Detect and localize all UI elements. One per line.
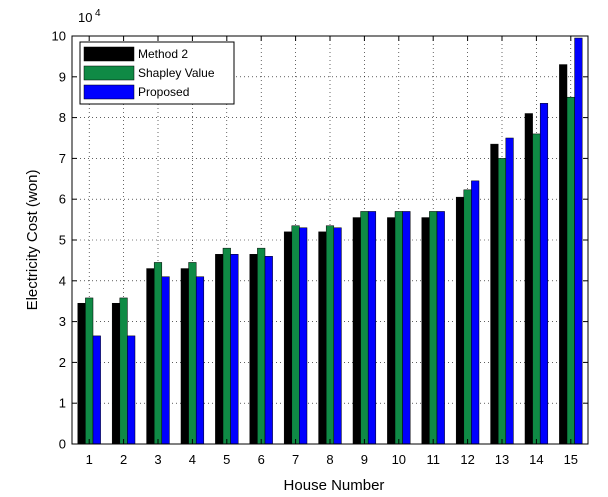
bar-method-2-house-9: [352, 217, 361, 445]
y-axis-title: Electricity Cost (won): [24, 170, 41, 311]
bar-shapley-value-house-3: [153, 262, 163, 445]
legend-label-proposed: Proposed: [138, 85, 189, 99]
bar-shapley-value-house-1: [85, 297, 94, 445]
bar-method-2-house-11: [421, 217, 430, 445]
x-tick-label: 13: [495, 452, 509, 467]
bar-proposed-house-14: [539, 103, 549, 445]
bar-proposed-house-2: [127, 335, 136, 445]
bar-method-2-house-8: [318, 231, 327, 445]
bar-proposed-house-15: [574, 37, 583, 445]
y-exponent: 10 4: [78, 8, 101, 25]
bar-method-2-house-14: [524, 113, 533, 445]
legend: Method 2 Shapley Value Proposed: [79, 41, 235, 105]
tick-marks: [72, 35, 588, 445]
bar-proposed-house-6: [264, 256, 273, 445]
x-tick-label: 3: [154, 452, 161, 467]
y-tick-label: 1: [59, 396, 66, 411]
y-tick-labels: 0 1 2 3 4 5 6 7 8 9 10: [52, 29, 66, 452]
bar-proposed-house-4: [195, 276, 205, 445]
bar-method-2-house-1: [77, 302, 86, 445]
bar-proposed-house-8: [333, 227, 342, 445]
bar-shapley-value-house-6: [257, 247, 266, 445]
x-tick-label: 2: [120, 452, 127, 467]
x-tick-label: 8: [326, 452, 333, 467]
bar-proposed-house-13: [505, 137, 514, 445]
bar-shapley-value-house-9: [360, 211, 369, 445]
bar-method-2-house-13: [490, 143, 499, 445]
bar-proposed-house-1: [92, 335, 101, 445]
x-tick-label: 12: [460, 452, 474, 467]
x-tick-label: 15: [564, 452, 578, 467]
y-tick-label: 5: [59, 233, 66, 248]
bar-proposed-house-11: [436, 211, 445, 445]
bar-shapley-value-house-13: [497, 158, 507, 445]
y-tick-label: 6: [59, 192, 66, 207]
bar-method-2-house-7: [283, 231, 293, 445]
bar-shapley-value-house-8: [325, 225, 335, 445]
bar-shapley-value-house-4: [188, 262, 197, 445]
y-tick-label: 7: [59, 151, 66, 166]
bar-shapley-value-house-2: [119, 297, 128, 445]
x-tick-labels: 1 2 3 4 5 6 7 8 9 10 11 12 13 14 15: [86, 452, 578, 467]
legend-swatch-shapley-value: [83, 65, 135, 81]
bar-shapley-value-house-7: [291, 225, 300, 445]
x-axis-title: House Number: [284, 477, 385, 494]
x-tick-label: 5: [223, 452, 230, 467]
x-tick-label: 9: [361, 452, 368, 467]
bar-proposed-house-3: [161, 276, 170, 445]
bar-shapley-value-house-15: [566, 96, 575, 445]
bar-proposed-house-12: [471, 180, 480, 445]
bar-proposed-house-9: [367, 211, 377, 445]
legend-label-method-2: Method 2: [138, 47, 188, 61]
bar-method-2-house-4: [180, 268, 189, 445]
x-tick-label: 7: [292, 452, 299, 467]
bar-proposed-house-10: [402, 211, 411, 445]
bar-shapley-value-house-5: [222, 247, 231, 445]
bar-method-2-house-15: [559, 64, 568, 445]
x-tick-label: 11: [426, 452, 440, 467]
bar-shapley-value-house-11: [429, 211, 438, 445]
x-tick-label: 10: [392, 452, 406, 467]
bar-method-2-house-10: [387, 217, 396, 445]
y-exponent-base: 10: [78, 10, 92, 25]
bar-method-2-house-5: [215, 254, 224, 445]
y-tick-label: 8: [59, 110, 66, 125]
x-tick-label: 4: [189, 452, 196, 467]
y-exponent-power: 4: [95, 8, 101, 19]
bar-shapley-value-house-12: [463, 189, 472, 445]
bar-method-2-house-2: [111, 302, 121, 445]
bar-proposed-house-5: [230, 254, 239, 445]
legend-swatch-method-2: [83, 46, 135, 62]
y-tick-label: 9: [59, 69, 66, 84]
bar-shapley-value-house-10: [394, 211, 403, 445]
y-tick-label: 3: [59, 314, 66, 329]
x-tick-label: 14: [529, 452, 543, 467]
bar-method-2-house-12: [455, 196, 465, 445]
y-tick-label: 4: [59, 273, 66, 288]
y-tick-label: 10: [52, 29, 66, 44]
bar-proposed-house-7: [299, 227, 308, 445]
bar-shapley-value-house-14: [532, 133, 541, 445]
x-tick-label: 6: [258, 452, 265, 467]
bar-method-2-house-3: [146, 268, 155, 445]
legend-swatch-proposed: [83, 84, 135, 100]
y-tick-label: 2: [59, 355, 66, 370]
y-tick-label: 0: [59, 437, 66, 452]
x-tick-label: 1: [86, 452, 93, 467]
bar-method-2-house-6: [249, 254, 258, 445]
legend-label-shapley-value: Shapley Value: [138, 66, 215, 80]
